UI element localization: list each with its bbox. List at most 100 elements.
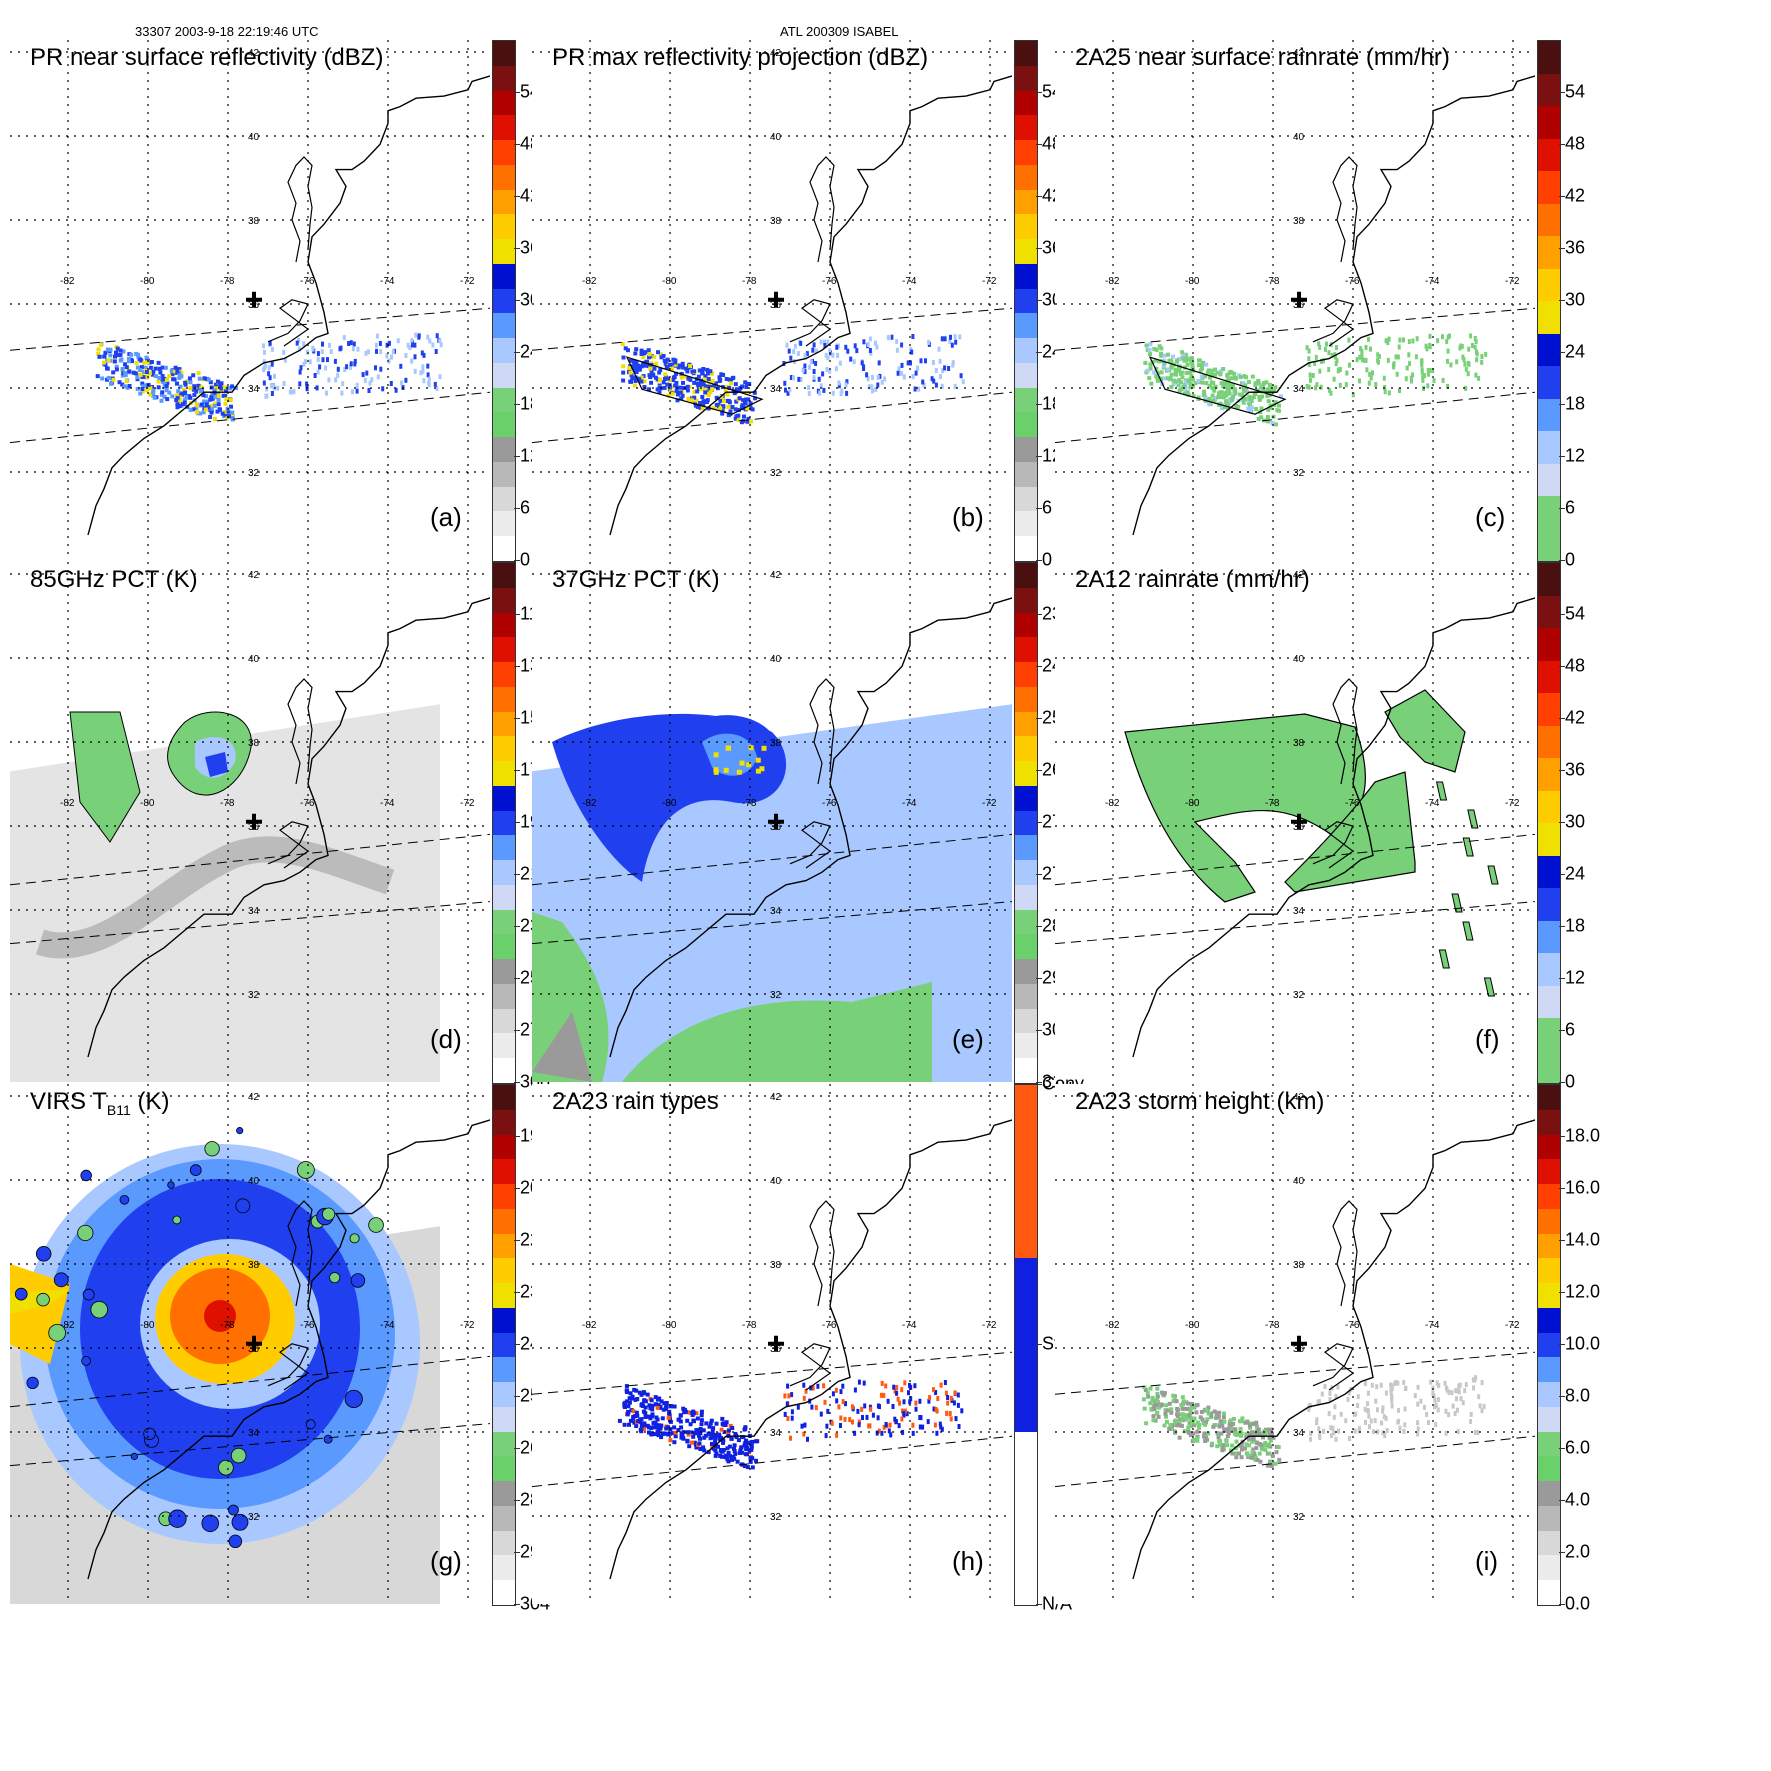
colorbar-tick (514, 874, 520, 875)
colorbar-segment (1538, 1555, 1560, 1580)
map-f: -82 -80 -78 -76 -74 -72 42 40 38 36 34 32 (1055, 562, 1535, 1082)
lat-lon-grid (1055, 562, 1535, 1082)
lat-label: 32 (248, 468, 260, 479)
swath-edges (10, 833, 490, 945)
lat-label: 34 (1293, 1428, 1305, 1439)
colorbar-tick (514, 1082, 520, 1083)
colorbar-tick (1559, 666, 1565, 667)
colorbar-segment (1538, 236, 1560, 269)
pr-field (1143, 333, 1488, 427)
storm-center-marker (1291, 291, 1307, 308)
chesapeake-bay (1332, 1200, 1358, 1307)
colorbar-tick-label: 6 (520, 497, 531, 518)
colorbar-segment (493, 288, 515, 314)
colorbar-segment (493, 1580, 515, 1605)
colorbar-tick (514, 248, 520, 249)
lon-label: -76 (300, 276, 315, 287)
storm-center-marker (246, 813, 262, 830)
colorbar-tick (1036, 92, 1042, 93)
chesapeake-bay (287, 1200, 313, 1307)
colorbar-tick (1559, 144, 1565, 145)
colorbar-segment (1015, 511, 1037, 536)
colorbar-segment (1015, 637, 1037, 662)
lon-label: -76 (300, 798, 315, 809)
colorbar-segment (493, 810, 515, 836)
colorbar-tick (1559, 1552, 1565, 1553)
colorbar-segment (1015, 1489, 1037, 1548)
colorbar-tick (514, 92, 520, 93)
colorbar-segment (1538, 1050, 1560, 1083)
colorbar-segment (1538, 1208, 1560, 1234)
panel-g: -82 -80 -78 -76 -74 -72 42 40 38 36 34 32 VIRS TB11 … (0, 1044, 560, 1614)
colorbar-segment (1538, 1481, 1560, 1506)
colorbar-segment (493, 686, 515, 712)
map-c: -82 -80 -78 -76 -74 -72 42 40 38 36 34 32 (1055, 40, 1535, 560)
colorbar-segment (1015, 288, 1037, 314)
panel-letter: (h) (952, 1546, 984, 1576)
lat-label: 38 (770, 738, 782, 749)
lon-label: -80 (662, 798, 677, 809)
colorbar-tick (1036, 718, 1042, 719)
colorbar-segment (493, 612, 515, 638)
colorbar-tick (1559, 770, 1565, 771)
colorbar-segment (493, 1085, 515, 1110)
colorbar-tick (1036, 614, 1042, 615)
colorbar-segment (493, 1481, 515, 1506)
colorbar-tick (1559, 1136, 1565, 1137)
colorbar-segment (493, 239, 515, 264)
storm-center-marker (1291, 1335, 1307, 1352)
colorbar-segment (1015, 461, 1037, 487)
colorbar-tick (1036, 1604, 1042, 1605)
lon-label: -72 (460, 798, 475, 809)
colorbar-segment (493, 1134, 515, 1160)
colorbar-segment (1015, 313, 1037, 338)
colorbar-segment (493, 214, 515, 239)
lat-label: 40 (248, 654, 260, 665)
panel-title: 2A23 storm height (km) (1075, 1088, 1325, 1115)
colorbar-segment (1538, 758, 1560, 791)
colorbar-segment (1015, 1316, 1037, 1374)
lon-label: -78 (1265, 1320, 1280, 1331)
colorbar-tick-label: 6 (1565, 497, 1576, 518)
colorbar-segment (1015, 140, 1037, 165)
colorbar-segment (1015, 164, 1037, 190)
pamlico-sound (267, 821, 310, 869)
storm-center-marker (768, 813, 784, 830)
colorbar-segment (1015, 736, 1037, 761)
lon-label: -80 (1185, 798, 1200, 809)
lat-label: 42 (1293, 1092, 1305, 1103)
colorbar-segment (1538, 1258, 1560, 1283)
panel-letter: (b) (952, 502, 984, 532)
colorbar-segment (1538, 1283, 1560, 1308)
colorbar-tick (1559, 1396, 1565, 1397)
colorbar-tick-label: 2.0 (1565, 1541, 1591, 1562)
colorbar-tick-label: 0.0 (1565, 1593, 1591, 1614)
colorbar-segment (1015, 65, 1037, 91)
colorbar-segment (493, 909, 515, 935)
map-canvas: -82 -80 -78 -76 -74 -72 42 40 38 36 34 32 (1055, 1084, 1535, 1604)
colorbar-segment (1015, 536, 1037, 561)
colorbar-segment (493, 263, 515, 289)
lon-label: -80 (1185, 276, 1200, 287)
colorbar-segment (1538, 595, 1560, 628)
colorbar-segment (1538, 1085, 1560, 1110)
lat-label: 40 (1293, 654, 1305, 665)
colorbar-segment (1015, 686, 1037, 712)
colorbar-tick (1036, 770, 1042, 771)
colorbar-segment (1015, 563, 1037, 588)
lat-label: 36 (248, 1344, 260, 1355)
colorbar-tick (1036, 352, 1042, 353)
colorbar-tick (1559, 92, 1565, 93)
lat-label: 36 (770, 300, 782, 311)
lat-label: 32 (770, 468, 782, 479)
colorbar-segment (493, 761, 515, 786)
colorbar-segment (493, 486, 515, 512)
lon-label: -72 (982, 1320, 997, 1331)
colorbar-tick-label: 54 (1565, 603, 1586, 624)
colorbar-tick-label: 14.0 (1565, 1229, 1601, 1250)
lat-label: 40 (248, 1176, 260, 1187)
swath-edges (1055, 1351, 1535, 1488)
colorbar-tick-label: 6.0 (1565, 1437, 1591, 1458)
colorbar-segment (493, 1033, 515, 1058)
storm-center-marker (768, 291, 784, 308)
